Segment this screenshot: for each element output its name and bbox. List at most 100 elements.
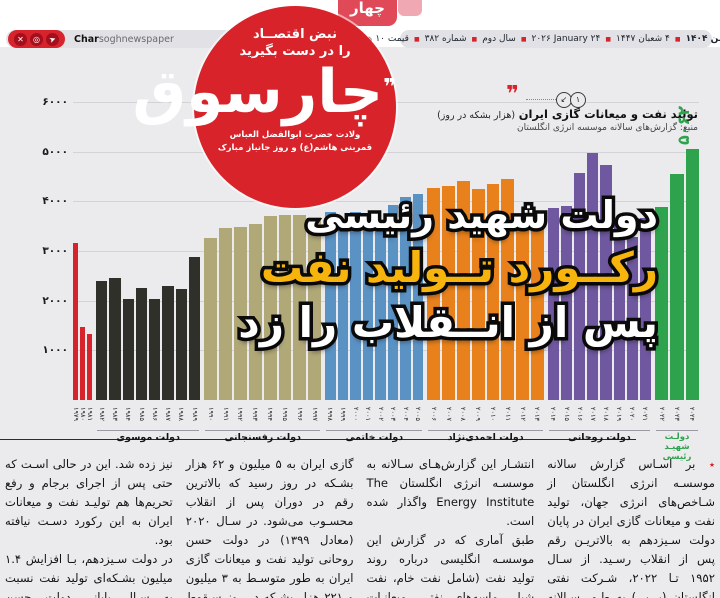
bar <box>375 225 386 400</box>
bullet-square: ■ <box>413 35 420 43</box>
article-paragraph: طبق آماری که در گزارش این موسسـه انگلیسی… <box>366 533 535 598</box>
bars-row <box>73 102 93 400</box>
year-label: ۲۰۲۳ <box>672 406 681 421</box>
bar <box>188 256 201 400</box>
bar <box>337 223 349 400</box>
bar <box>501 178 515 400</box>
year-label: ۲۰۰۲ <box>376 406 385 421</box>
telegram-icon: ➤ <box>44 30 61 48</box>
bar <box>109 278 121 400</box>
bar <box>175 288 187 400</box>
bar <box>263 215 277 400</box>
bar <box>639 218 651 400</box>
issue-info-bar: ■ شنبه ۴ بهمن ۱۴۰۴ ■ ۴ شعبان ۱۴۴۷ ■ ۲۰۲۶ Janu… <box>332 30 720 48</box>
bar <box>293 215 307 400</box>
bars-row <box>547 102 651 400</box>
logo-title: ❞چارسوق <box>132 56 398 127</box>
chart-source: منبع: گزارش‌های سالانه موسسه انرژی انگلس… <box>516 123 698 133</box>
peak-value-annotation: ۵۰۶۲ <box>674 82 694 168</box>
year-label: ۲۰۱۴ <box>549 406 558 421</box>
year-label: ۱۹۸۸ <box>177 406 186 421</box>
year-label: ۲۰۰۵ <box>414 406 423 421</box>
year-label: ۱۹۸۱ <box>85 406 94 421</box>
group-bracket-line <box>97 430 200 431</box>
year-label: ۱۹۸۷ <box>164 406 173 421</box>
gridline <box>73 151 699 153</box>
year-labels-row: ۱۹۹۸ ۱۹۹۹ ۲۰۰۰ ۲۰۰۱ ۲۰۰۲ ۲۰۰۳ ۲۰۰۴ ۲۰۰۵ <box>325 401 423 426</box>
bar <box>204 237 218 400</box>
fold-tab-text: چهار <box>350 0 385 17</box>
bullet-square: ■ <box>520 35 527 43</box>
government-label: دولت رفسنجانی <box>224 432 301 443</box>
government-label: دولت احمدی‌نژاد <box>447 432 524 443</box>
year-label: ۱۹۹۳ <box>251 406 260 421</box>
year-label: ۱۹۹۸ <box>326 406 335 421</box>
chart-y-axis: ۶۰۰۰ ۵۰۰۰ ۴۰۰۰ ۳۰۰۰ ۲۰۰۰ ۱۰۰۰ <box>36 96 70 400</box>
bar <box>362 214 374 400</box>
bar <box>387 205 399 400</box>
group-bracket-line <box>656 430 698 431</box>
bar <box>442 186 455 400</box>
logo-slogan-line2: را در دست بگیرید <box>239 43 351 59</box>
year-label: ۲۰۱۶ <box>575 406 584 421</box>
bar <box>600 164 612 400</box>
bars-row <box>655 102 699 400</box>
year-labels-row: ۱۹۷۹ ۱۹۸۰ ۱۹۸۱ <box>72 401 94 426</box>
year-label: ۱۹۹۲ <box>236 406 245 421</box>
ref-dotted-line <box>526 99 558 100</box>
bar <box>248 224 262 400</box>
year-label: ۱۹۸۵ <box>137 406 146 421</box>
bullet-square: ■ <box>471 35 478 43</box>
headline-line1: دولت شهید رئیسی <box>302 193 662 238</box>
social-handle-rest: soghnewspaper <box>98 33 174 45</box>
government-label: دولـت شهیـد رئیسی <box>662 432 692 462</box>
bullet-square: ■ <box>674 35 681 43</box>
gridline <box>73 300 699 302</box>
logo-slogan: نبض اقتصــاد را در دست بگیرید <box>194 27 396 61</box>
bar <box>613 220 625 400</box>
year-label: ۲۰۲۴ <box>688 406 697 421</box>
bar <box>135 288 148 400</box>
section-divider <box>0 439 636 440</box>
logo-subtitle-line1: ولادت حضرت ابوالفضل العباس <box>229 129 361 140</box>
year-label: ۲۰۱۸ <box>601 406 610 421</box>
bar <box>486 183 500 400</box>
social-icons-pill: ✕ ◎ ➤ <box>8 30 65 48</box>
article-paragraph: گازی ایران به ۵ میلیون و ۶۲ هزار بشـکه د… <box>185 457 354 598</box>
year-label: ۱۹۸۹ <box>190 406 199 421</box>
year-label: ۲۰۱۹ <box>615 406 624 421</box>
year-label: ۲۰۱۳ <box>533 406 542 421</box>
quote-icon: ❞ <box>506 82 519 107</box>
bar <box>122 299 134 400</box>
year-label: ۱۹۹۴ <box>266 406 275 421</box>
bar <box>457 181 470 400</box>
bar <box>587 152 599 400</box>
bar <box>626 237 638 400</box>
year-label: ۱۹۹۹ <box>338 406 347 421</box>
bar <box>670 173 684 400</box>
year-labels-row: ۲۰۰۶ ۲۰۰۷ ۲۰۰۸ ۲۰۰۹ ۲۰۱۰ ۲۰۱۱ ۲۰۱۲ ۲۰۱۳ <box>427 401 543 426</box>
bar <box>80 326 86 400</box>
social-handle: Charsoghnewspaper <box>74 34 174 45</box>
government-label: دولت روحانی <box>568 432 631 443</box>
year-label: ۲۰۰۰ <box>351 406 360 421</box>
bar <box>412 194 424 400</box>
year-label: ۲۰۱۰ <box>489 406 498 421</box>
government-group: ۲۰۱۴ ۲۰۱۵ ۲۰۱۶ ۲۰۱۷ ۲۰۱۸ ۲۰۱۹ ۲۰۲۰ ۲۰۲۱ دولت روح… <box>547 102 651 462</box>
group-bracket-line <box>205 430 321 431</box>
bar <box>87 334 93 400</box>
y-axis-tick: ۵۰۰۰ <box>42 145 68 158</box>
government-group: ۱۹۷۹ ۱۹۸۰ ۱۹۸۱ <box>72 102 94 462</box>
article-column: انتشـار این گزارش‌هـای سـالانه به موسسـه… <box>367 455 535 598</box>
issue-info-item: سال دوم <box>482 34 516 44</box>
bars-row <box>96 102 201 400</box>
year-label: ۲۰۰۳ <box>389 406 398 421</box>
year-label: ۲۰۰۱ <box>364 406 373 421</box>
government-group: ۲۰۰۶ ۲۰۰۷ ۲۰۰۸ ۲۰۰۹ ۲۰۱۰ ۲۰۱۱ ۲۰۱۲ ۲۰۱۳ دولت احم… <box>427 102 544 462</box>
bar <box>96 280 108 400</box>
logo-subtitle: ولادت حضرت ابوالفضل العباس قمربنی هاشم(ع… <box>194 129 396 155</box>
bar <box>278 214 292 400</box>
year-label: ۲۰۲۱ <box>641 406 650 421</box>
number-circle-icon: ۱ <box>570 92 586 108</box>
